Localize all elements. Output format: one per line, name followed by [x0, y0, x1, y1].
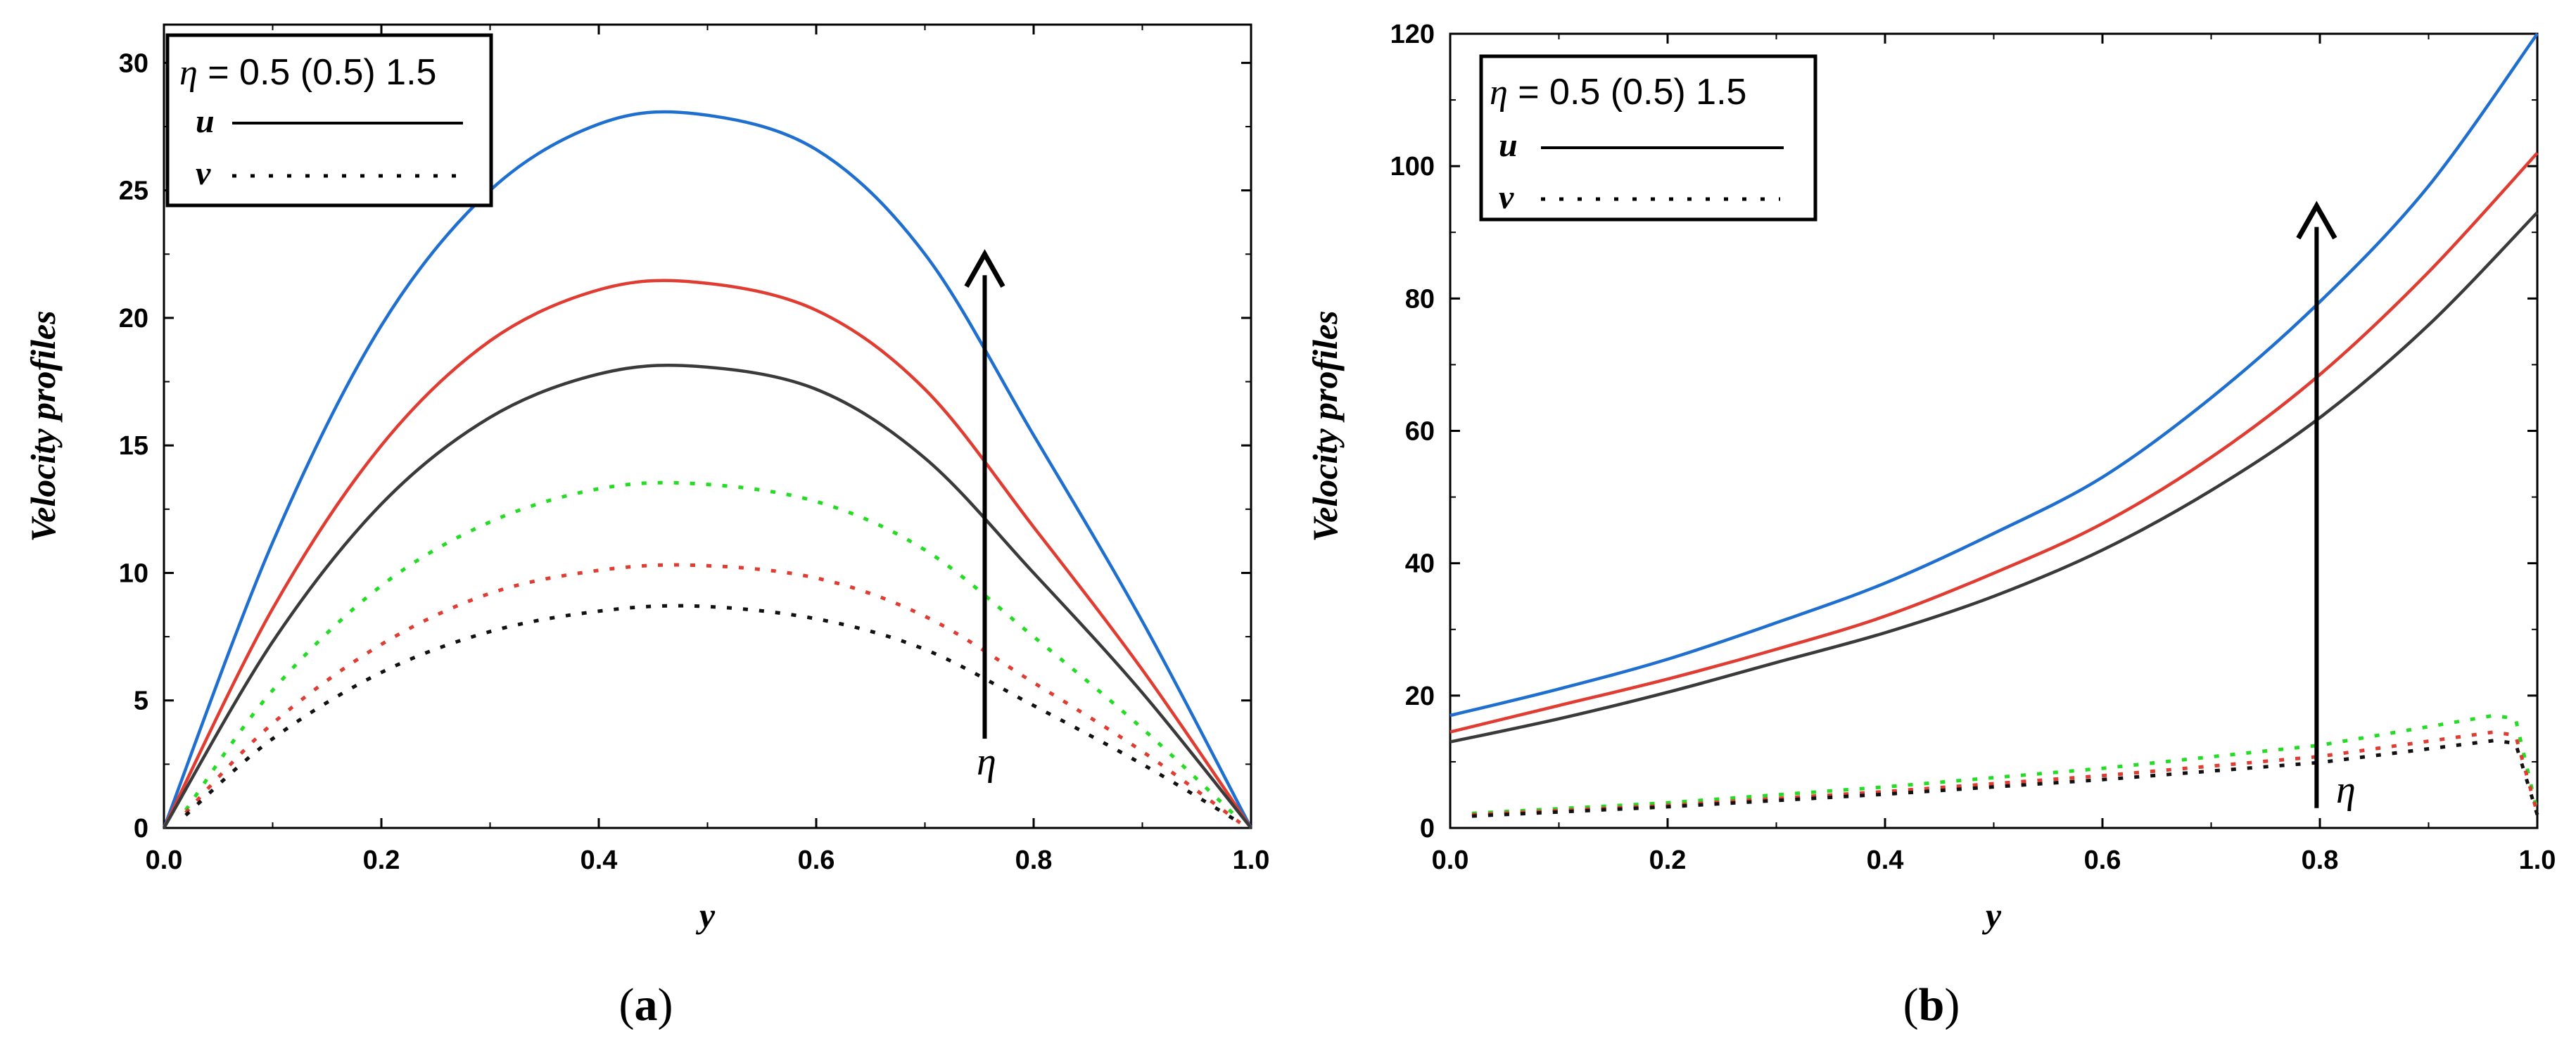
y-tick-label: 60	[1405, 417, 1435, 447]
x-tick-label: 0.4	[1867, 846, 1904, 875]
y-tick-label: 30	[119, 49, 148, 78]
x-tick-label: 0.8	[1015, 846, 1053, 875]
series-line-4	[184, 480, 1242, 822]
eta-arrow-label: η	[977, 740, 996, 784]
series-line-5	[1471, 730, 2539, 817]
panel-label: (b)	[1903, 979, 1960, 1031]
x-tick-label: 0.2	[1649, 846, 1687, 875]
series-line-4	[1471, 713, 2539, 815]
series-group	[162, 110, 1252, 829]
y-axis-title: Velocity profiles	[1305, 310, 1345, 542]
eta-arrow-head	[964, 249, 1005, 288]
x-tick-label: 0.8	[2302, 846, 2339, 875]
y-tick-label: 5	[134, 687, 148, 716]
legend-entry-u-label: u	[1499, 127, 1518, 164]
y-axis-title: Velocity profiles	[23, 310, 63, 542]
y-tick-label: 100	[1390, 152, 1435, 181]
y-tick-label: 15	[119, 431, 148, 461]
y-ticks: 0 5 10 15 20 25 30	[119, 49, 1251, 843]
series-line-3	[163, 364, 1252, 829]
panel-a: 0 5 10 15 20 25 30 0.0 0.2 0.4 0.6 0.8 1.0 η η = 0.…	[23, 23, 1270, 1031]
series-line-1	[162, 110, 1252, 829]
legend: η = 0.5 (0.5) 1.5 u v	[1479, 54, 1817, 222]
x-tick-label: 0.6	[2084, 846, 2121, 875]
legend-box	[1479, 54, 1817, 222]
series-line-3	[1449, 211, 2539, 744]
x-ticks: 0.0 0.2 0.4 0.6 0.8 1.0	[146, 25, 1270, 875]
x-tick-label: 0.4	[580, 846, 618, 875]
legend-entry-v-label: v	[1499, 179, 1514, 216]
eta-arrow-label: η	[2336, 768, 2356, 812]
y-tick-label: 10	[119, 559, 148, 588]
x-tick-label: 0.6	[798, 846, 835, 875]
y-tick-label: 120	[1390, 20, 1435, 49]
panel-label: (a)	[619, 979, 673, 1031]
y-ticks: 0 20 40 60 80 100 120	[1390, 20, 2537, 843]
series-group	[1449, 32, 2539, 818]
legend-title: η = 0.5 (0.5) 1.5	[1490, 72, 1746, 113]
x-ticks: 0.0 0.2 0.4 0.6 0.8 1.0	[1432, 34, 2556, 875]
y-tick-label: 40	[1405, 549, 1435, 579]
legend: η = 0.5 (0.5) 1.5 u v	[165, 33, 493, 208]
legend-entry-v-label: v	[196, 155, 211, 192]
panel-b: 0 20 40 60 80 100 120 0.0 0.2 0.4 0.6 0.8 1.0 η η =…	[1305, 20, 2556, 1031]
y-tick-label: 25	[119, 177, 148, 206]
series-line-6	[184, 604, 1241, 824]
series-line-6	[1471, 739, 2539, 818]
legend-title: η = 0.5 (0.5) 1.5	[179, 52, 436, 93]
x-tick-label: 0.0	[146, 846, 183, 875]
series-line-2	[162, 279, 1252, 829]
x-tick-label: 1.0	[1233, 846, 1270, 875]
x-axis-title: y	[696, 895, 716, 935]
y-tick-label: 0	[1420, 814, 1435, 843]
y-tick-label: 20	[1405, 682, 1435, 711]
eta-arrow	[2296, 200, 2337, 808]
y-tick-label: 80	[1405, 284, 1435, 314]
x-tick-label: 1.0	[2519, 846, 2556, 875]
y-tick-label: 20	[119, 304, 148, 333]
x-tick-label: 0.0	[1432, 846, 1469, 875]
series-line-2	[1449, 151, 2539, 734]
x-tick-label: 0.2	[363, 846, 400, 875]
series-line-5	[184, 563, 1241, 824]
x-axis-title: y	[1982, 895, 2002, 935]
eta-arrow	[964, 249, 1005, 739]
eta-arrow-head	[2296, 200, 2337, 240]
y-tick-label: 0	[134, 814, 148, 843]
series-line-1	[1449, 32, 2539, 718]
legend-entry-u-label: u	[196, 103, 215, 140]
